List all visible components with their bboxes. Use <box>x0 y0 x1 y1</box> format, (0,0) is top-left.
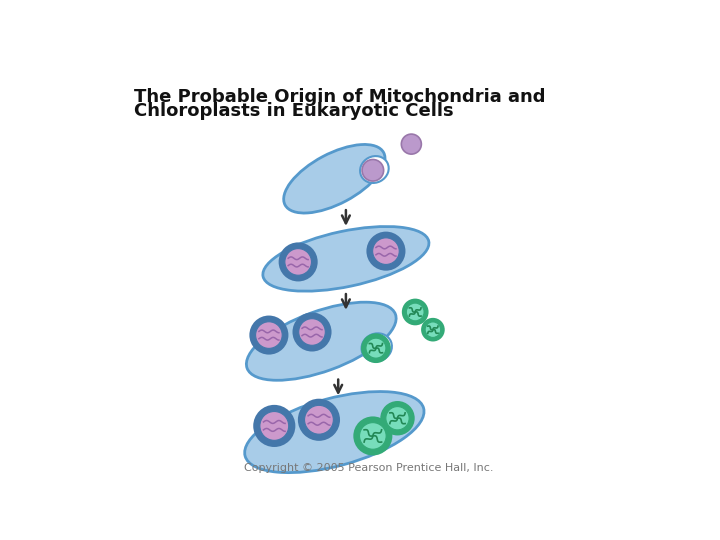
Circle shape <box>256 322 282 348</box>
Circle shape <box>299 400 339 440</box>
Circle shape <box>382 402 414 434</box>
Circle shape <box>403 300 428 325</box>
Ellipse shape <box>263 226 429 291</box>
Circle shape <box>422 319 444 340</box>
Circle shape <box>362 159 384 181</box>
Ellipse shape <box>245 392 424 472</box>
Ellipse shape <box>246 302 396 380</box>
Circle shape <box>279 244 317 280</box>
Ellipse shape <box>361 333 392 361</box>
Circle shape <box>425 322 441 338</box>
Circle shape <box>367 233 405 269</box>
Circle shape <box>386 407 409 430</box>
Ellipse shape <box>360 156 389 183</box>
Circle shape <box>373 238 400 265</box>
Circle shape <box>305 406 333 434</box>
Circle shape <box>401 134 421 154</box>
Circle shape <box>260 411 289 440</box>
Circle shape <box>366 338 386 358</box>
Circle shape <box>354 417 392 455</box>
Circle shape <box>294 314 330 350</box>
Circle shape <box>254 406 294 446</box>
Ellipse shape <box>284 145 385 213</box>
Text: Copyright © 2005 Pearson Prentice Hall, Inc.: Copyright © 2005 Pearson Prentice Hall, … <box>244 463 494 473</box>
Circle shape <box>251 316 287 354</box>
Text: The Probable Origin of Mitochondria and: The Probable Origin of Mitochondria and <box>134 88 546 106</box>
Circle shape <box>359 423 386 449</box>
Text: Chloroplasts in Eukaryotic Cells: Chloroplasts in Eukaryotic Cells <box>134 102 454 120</box>
Circle shape <box>299 319 325 345</box>
Circle shape <box>285 248 312 275</box>
Circle shape <box>362 334 390 362</box>
Circle shape <box>406 303 424 321</box>
